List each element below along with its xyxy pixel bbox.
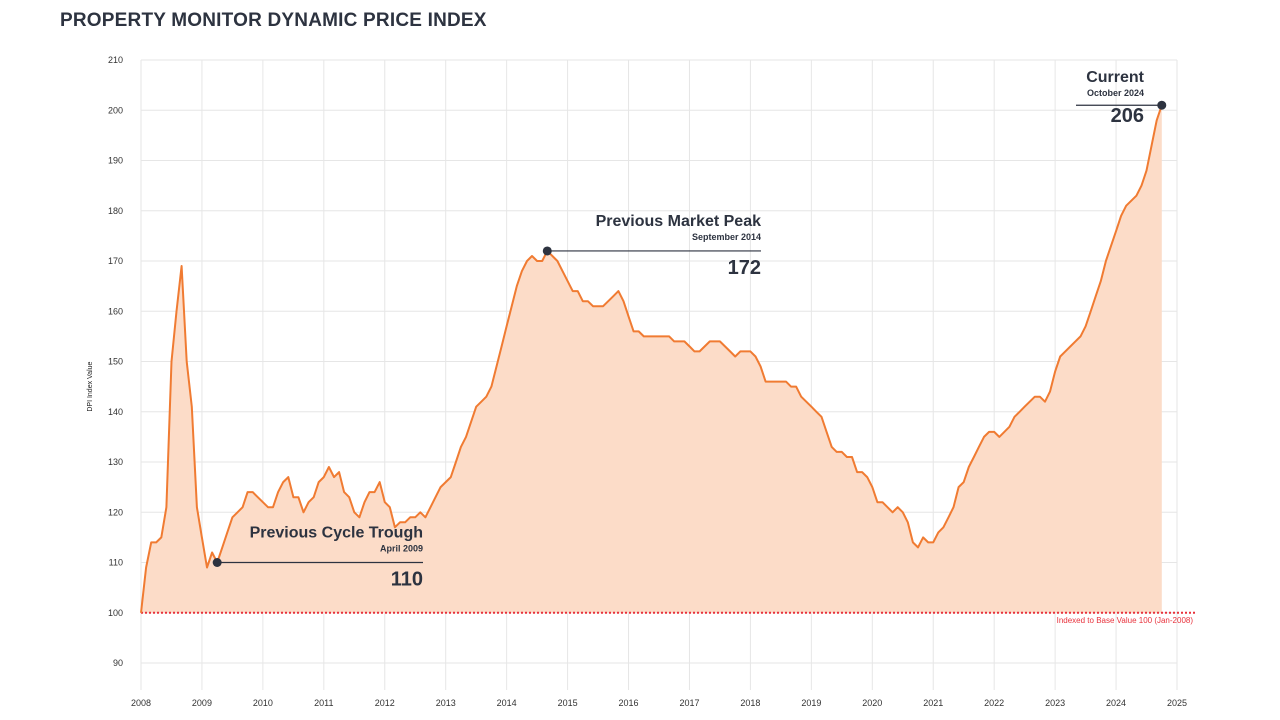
x-tick-label: 2011 (314, 698, 333, 708)
x-tick-label: 2024 (1106, 698, 1126, 708)
page-title: PROPERTY MONITOR DYNAMIC PRICE INDEX (60, 10, 487, 31)
x-tick-label: 2012 (375, 698, 395, 708)
y-tick-label: 110 (109, 558, 123, 568)
y-tick-label: 180 (108, 206, 123, 216)
x-tick-label: 2010 (253, 698, 273, 708)
x-tick-label: 2016 (619, 698, 639, 708)
y-axis-label: DPI Index Value (87, 361, 94, 411)
x-tick-label: 2023 (1045, 698, 1065, 708)
x-tick-label: 2017 (679, 698, 699, 708)
current-date: October 2024 (1087, 88, 1144, 98)
trough-value: 110 (391, 569, 423, 591)
y-tick-label: 190 (108, 156, 123, 166)
x-axis-ticks: 2008 2009 2010 2011 2012 2013 2014 2015 2016 2017… (131, 698, 1187, 708)
y-tick-label: 200 (108, 105, 123, 115)
annotation-peak: Previous Market Peak September 2014 172 (542, 213, 762, 279)
x-tick-label: 2022 (984, 698, 1004, 708)
x-tick-label: 2019 (801, 698, 821, 708)
y-tick-label: 150 (108, 357, 123, 367)
x-tick-label: 2009 (192, 698, 212, 708)
x-tick-label: 2025 (1167, 698, 1187, 708)
trough-marker (212, 558, 222, 567)
y-axis-ticks: 90 100 110 120 130 140 150 160 170 180 190 200 210 (108, 55, 123, 668)
index-series-line (140, 104, 1163, 613)
x-tick-label: 2015 (558, 698, 578, 708)
peak-date: September 2014 (692, 232, 761, 242)
peak-value: 172 (728, 257, 761, 279)
x-tick-label: 2018 (740, 698, 760, 708)
x-tick-label: 2013 (436, 698, 456, 708)
annotation-current: Current October 2024 206 (1076, 69, 1167, 127)
y-tick-label: 90 (113, 658, 123, 668)
y-tick-label: 120 (108, 507, 123, 517)
y-tick-label: 170 (108, 256, 123, 266)
base-value-label: Indexed to Base Value 100 (Jan-2008) (1057, 616, 1194, 625)
current-value: 206 (1111, 105, 1144, 127)
x-tick-label: 2021 (923, 698, 943, 708)
current-marker (1157, 100, 1167, 110)
y-tick-label: 130 (108, 457, 123, 467)
trough-date: April 2009 (380, 544, 423, 554)
peak-title: Previous Market Peak (596, 213, 762, 230)
annotation-trough: Previous Cycle Trough April 2009 110 (212, 525, 423, 591)
peak-marker (542, 246, 552, 256)
index-area-fill (141, 105, 1162, 613)
y-tick-label: 100 (108, 608, 123, 618)
y-tick-label: 140 (108, 407, 123, 417)
y-tick-label: 160 (108, 306, 123, 316)
x-tick-label: 2020 (862, 698, 882, 708)
y-tick-label: 210 (108, 55, 123, 65)
current-title: Current (1086, 69, 1144, 86)
x-tick-label: 2008 (131, 698, 151, 708)
trough-title: Previous Cycle Trough (250, 525, 423, 542)
x-tick-label: 2014 (497, 698, 517, 708)
